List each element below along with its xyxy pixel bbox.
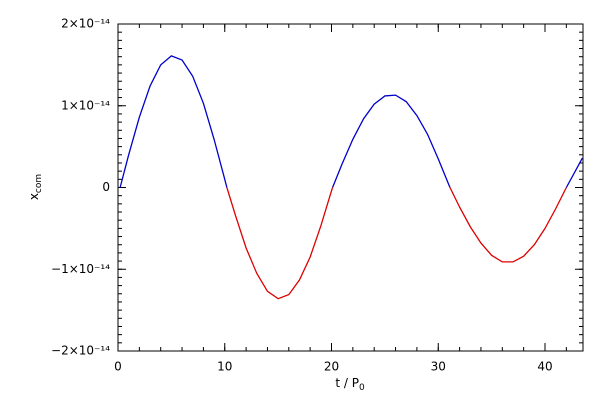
x-tick-label: 10 [217, 360, 232, 374]
y-tick-label: −1×10⁻¹⁴ [51, 262, 110, 276]
series-line [226, 187, 567, 300]
x-label-sub: 0 [359, 383, 365, 393]
x-label-main: t / P [335, 376, 359, 390]
y-tick-label: 0 [102, 180, 110, 194]
x-tick-label: 20 [324, 360, 339, 374]
x-tick-label: 0 [114, 360, 122, 374]
series-line [119, 55, 583, 188]
x-tick-label: 40 [537, 360, 552, 374]
x-axis-label: t / P0 [335, 376, 365, 393]
y-label-sub: com [34, 174, 44, 193]
y-label-main: x [27, 193, 41, 200]
y-tick-label: −2×10⁻¹⁴ [51, 344, 110, 358]
y-tick-label: 1×10⁻¹⁴ [61, 98, 110, 112]
plot-frame [117, 23, 584, 352]
y-tick-label: 2×10⁻¹⁴ [61, 17, 110, 31]
x-tick-label: 30 [431, 360, 446, 374]
y-axis-label: xcom [27, 174, 44, 200]
